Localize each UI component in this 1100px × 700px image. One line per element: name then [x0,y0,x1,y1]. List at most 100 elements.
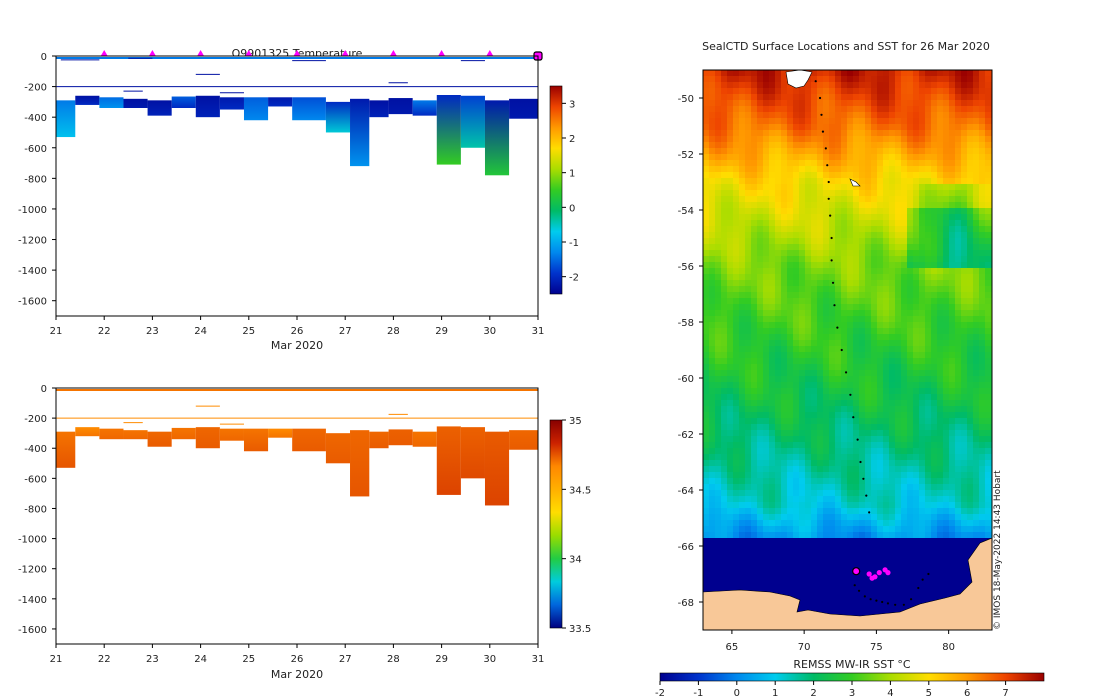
sst-cell [703,232,710,239]
sst-cell [907,520,914,527]
sst-cell [793,238,800,245]
sst-cell [787,352,794,359]
sst-cell [943,238,950,245]
sst-cell [793,412,800,419]
sst-cell [853,262,860,269]
sst-cell [835,244,842,251]
sst-cell [901,532,908,539]
sst-cell [763,574,770,581]
sst-cell [775,316,782,323]
sst-cell [709,118,716,125]
sst-cell [925,310,932,317]
sst-cell [895,520,902,527]
sst-cell [877,430,884,437]
sst-cell [877,316,884,323]
sst-cell [781,412,788,419]
sst-cell [865,484,872,491]
sst-cell [931,490,938,497]
sst-cell [709,544,716,551]
sst-cell [913,328,920,335]
sst-cell [835,70,842,77]
sst-cell [931,340,938,347]
sst-cell [949,316,956,323]
sst-cell [895,394,902,401]
sst-cell [733,244,740,251]
sst-cell [955,508,962,515]
sst-cell [733,346,740,353]
sst-cell [787,130,794,137]
sst-cell [793,178,800,185]
sst-cell [919,328,926,335]
sst-cell [793,580,800,587]
sst-cell [865,370,872,377]
sst-cell [901,370,908,377]
heard-island [849,178,861,187]
sst-cell [979,178,986,185]
sst-cell [943,190,950,197]
sst-cell [859,178,866,185]
sst-cell [907,382,914,389]
sst-cell [811,430,818,437]
sst-cell [799,532,806,539]
sst-cell [823,202,830,209]
sst-cell [913,550,920,557]
sst-cell [847,130,854,137]
sst-cell [793,556,800,563]
sst-cell [703,118,710,125]
sst-cell [901,478,908,485]
sst-cell [805,544,812,551]
sst-cell [895,466,902,473]
sst-cell [883,208,890,215]
sst-cell [781,124,788,131]
sst-cell [847,88,854,95]
sst-cell [877,406,884,413]
sst-cell [949,358,956,365]
sst-cell [793,478,800,485]
sst-cell [955,370,962,377]
sst-cell [775,454,782,461]
sst-cell [757,232,764,239]
sst-cell [763,466,770,473]
sst-cell [871,148,878,155]
sst-cell [805,280,812,287]
sst-cell [949,118,956,125]
sst-cell [973,322,980,329]
sst-cell [841,400,848,407]
sst-cell [841,160,848,167]
sst-cell [871,388,878,395]
sst-cell [883,220,890,227]
sst-cell [787,532,794,539]
sst-cell [823,388,830,395]
sst-cell [757,178,764,185]
sst-cell [823,406,830,413]
sst-cell [877,532,884,539]
sst-cell [847,82,854,89]
sst-cell [877,328,884,335]
sst-cell [883,88,890,95]
sst-cell [775,532,782,539]
sst-cell [853,472,860,479]
sst-cell [733,298,740,305]
sst-cell [703,340,710,347]
sst-cell [859,286,866,293]
sst-cell [871,196,878,203]
sst-cell [835,322,842,329]
sst-cell [811,112,818,119]
sst-cell [895,382,902,389]
sst-cell [835,154,842,161]
sst-cell [919,214,926,221]
sst-cell [853,424,860,431]
sst-cell [733,328,740,335]
sst-cell [931,124,938,131]
sst-cell [835,172,842,179]
sst-cell [823,250,830,257]
sst-cell [829,412,836,419]
sst-cell [811,328,818,335]
sst-cell [865,166,872,173]
sst-cell [739,232,746,239]
sst-cell [781,568,788,575]
sst-cell [715,454,722,461]
sst-cell [895,256,902,263]
sst-cell [847,604,854,611]
sst-cell [793,568,800,575]
